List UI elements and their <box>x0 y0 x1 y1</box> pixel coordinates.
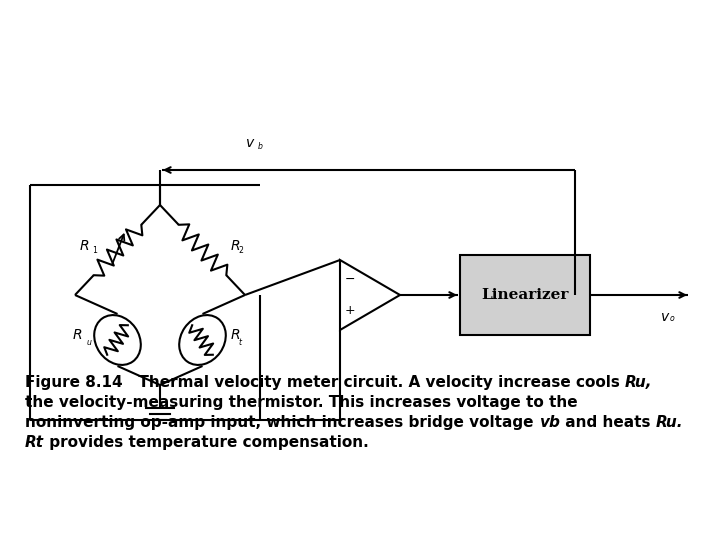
Text: provides temperature compensation.: provides temperature compensation. <box>44 435 369 450</box>
Text: $_1$: $_1$ <box>92 245 99 257</box>
Text: Linearizer: Linearizer <box>481 288 569 302</box>
Text: Rt: Rt <box>25 435 44 450</box>
Text: $R$: $R$ <box>230 239 240 253</box>
Text: and heats: and heats <box>559 415 655 430</box>
Bar <box>460 255 590 335</box>
Text: the velocity-measuring thermistor. This increases voltage to the: the velocity-measuring thermistor. This … <box>25 395 577 410</box>
Text: +: + <box>345 304 355 317</box>
Text: $_u$: $_u$ <box>86 338 92 348</box>
Text: Figure 8.14   Thermal velocity meter circuit. A velocity increase cools: Figure 8.14 Thermal velocity meter circu… <box>25 375 625 390</box>
Text: noninverting op-amp input, which increases bridge voltage: noninverting op-amp input, which increas… <box>25 415 539 430</box>
Text: $v$: $v$ <box>660 310 670 324</box>
Text: vb: vb <box>539 415 559 430</box>
Text: $v$: $v$ <box>245 136 255 150</box>
Text: −: − <box>345 273 355 286</box>
Text: $_2$: $_2$ <box>238 245 245 257</box>
Text: $_b$: $_b$ <box>257 140 264 153</box>
Text: $_t$: $_t$ <box>238 338 244 349</box>
Text: $R$: $R$ <box>230 328 240 342</box>
Text: $R$: $R$ <box>72 328 83 342</box>
Text: Ru.: Ru. <box>655 415 683 430</box>
Text: Ru,: Ru, <box>625 375 652 390</box>
Text: $_o$: $_o$ <box>669 314 675 324</box>
Text: $R$: $R$ <box>79 239 89 253</box>
